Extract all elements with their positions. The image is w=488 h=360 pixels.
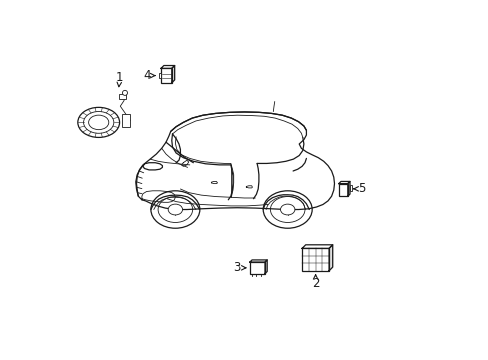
Polygon shape [347, 181, 349, 196]
Text: 4: 4 [143, 69, 151, 82]
Bar [161, 68, 171, 83]
Text: 5: 5 [358, 182, 365, 195]
Bar [302, 248, 328, 271]
Polygon shape [264, 260, 266, 274]
Bar [119, 94, 126, 99]
Polygon shape [328, 245, 332, 271]
Text: 3: 3 [233, 261, 241, 274]
Polygon shape [161, 66, 174, 68]
Polygon shape [249, 260, 266, 262]
Text: 1: 1 [115, 71, 122, 84]
Bar [249, 262, 264, 274]
Polygon shape [302, 245, 332, 248]
Polygon shape [171, 66, 174, 83]
Text: 2: 2 [311, 277, 319, 290]
Polygon shape [338, 181, 349, 184]
Ellipse shape [168, 204, 182, 215]
Ellipse shape [88, 115, 108, 130]
Bar [349, 185, 351, 191]
Bar [122, 114, 130, 127]
Bar [338, 184, 347, 196]
Bar [159, 73, 161, 78]
Circle shape [122, 90, 127, 95]
Ellipse shape [280, 204, 294, 215]
